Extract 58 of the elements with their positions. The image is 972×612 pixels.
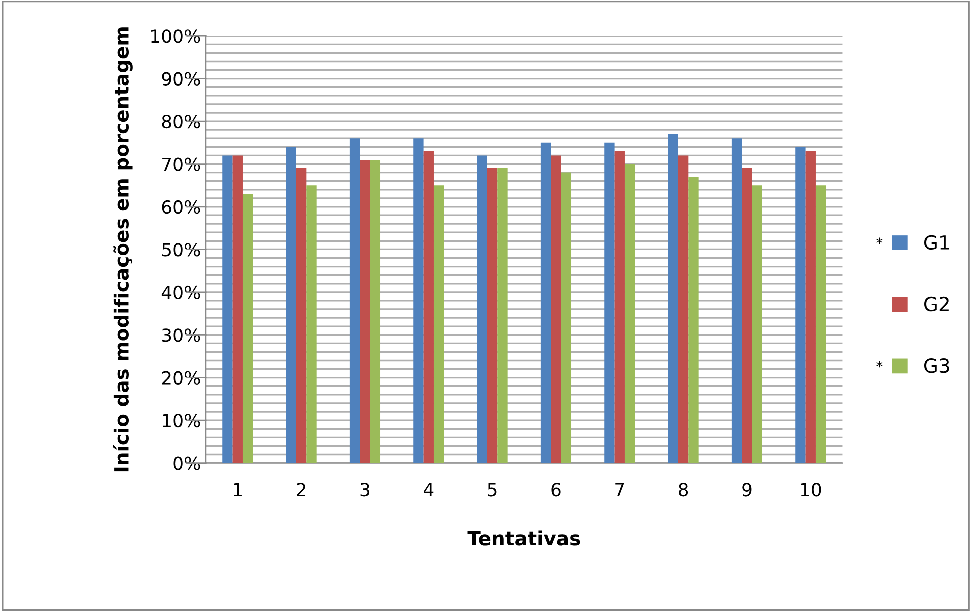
bar xyxy=(561,172,572,464)
x-tick-label: 8 xyxy=(679,483,688,497)
bar xyxy=(498,168,508,464)
x-tick-label: 7 xyxy=(616,483,624,496)
x-tick-label: 1 xyxy=(234,483,242,496)
legend-label: G3 xyxy=(924,358,950,374)
y-tick-label: 80% xyxy=(162,115,200,129)
y-axis-title: Início das modificações em porcentagem xyxy=(113,28,133,472)
bar xyxy=(414,138,424,464)
bar xyxy=(540,142,552,464)
text: * xyxy=(876,238,883,244)
y-tick-label: 40% xyxy=(162,286,200,300)
y-tick-label: 0% xyxy=(174,456,200,470)
bar xyxy=(604,142,615,464)
y-tick-label: 30% xyxy=(162,328,200,342)
y-tick-label: 60% xyxy=(162,200,200,214)
bar xyxy=(806,151,816,464)
bar xyxy=(434,186,444,464)
bar xyxy=(678,156,689,464)
x-tick-label: 6 xyxy=(552,483,561,497)
x-tick-label: 10 xyxy=(801,483,822,497)
bar xyxy=(752,186,763,464)
y-tick-label: 10% xyxy=(163,414,200,428)
y-tick-label: 100% xyxy=(152,30,200,44)
bar xyxy=(614,151,625,464)
bar xyxy=(232,156,243,464)
bar xyxy=(242,194,254,464)
bar xyxy=(732,138,742,464)
bar xyxy=(296,168,307,464)
bar xyxy=(222,156,233,464)
bar xyxy=(487,168,498,464)
bar xyxy=(551,156,562,464)
bar xyxy=(816,186,826,464)
x-tick-label: 9 xyxy=(742,483,752,497)
y-tick-label: 20% xyxy=(162,371,200,385)
bar xyxy=(306,186,317,464)
bar xyxy=(477,156,488,464)
x-tick-label: 4 xyxy=(424,483,434,496)
bar xyxy=(370,160,381,464)
bar xyxy=(668,134,678,464)
legend-label: G1 xyxy=(924,235,950,250)
bar xyxy=(624,164,636,464)
x-tick-label: 2 xyxy=(297,483,306,496)
bar xyxy=(350,138,360,464)
legend-label: G2 xyxy=(924,296,949,312)
bar xyxy=(424,151,434,464)
x-axis-title: Tentativas xyxy=(468,530,580,546)
bar xyxy=(688,177,699,464)
y-tick-label: 50% xyxy=(162,243,200,257)
bar xyxy=(360,160,370,464)
bar xyxy=(796,147,806,464)
x-tick-label: 5 xyxy=(488,483,497,497)
bar xyxy=(742,168,752,464)
y-tick-label: 70% xyxy=(162,158,200,172)
x-tick-label: 3 xyxy=(360,483,370,497)
text: * xyxy=(876,361,883,368)
y-tick-label: 90% xyxy=(162,72,200,86)
bar xyxy=(286,147,296,464)
